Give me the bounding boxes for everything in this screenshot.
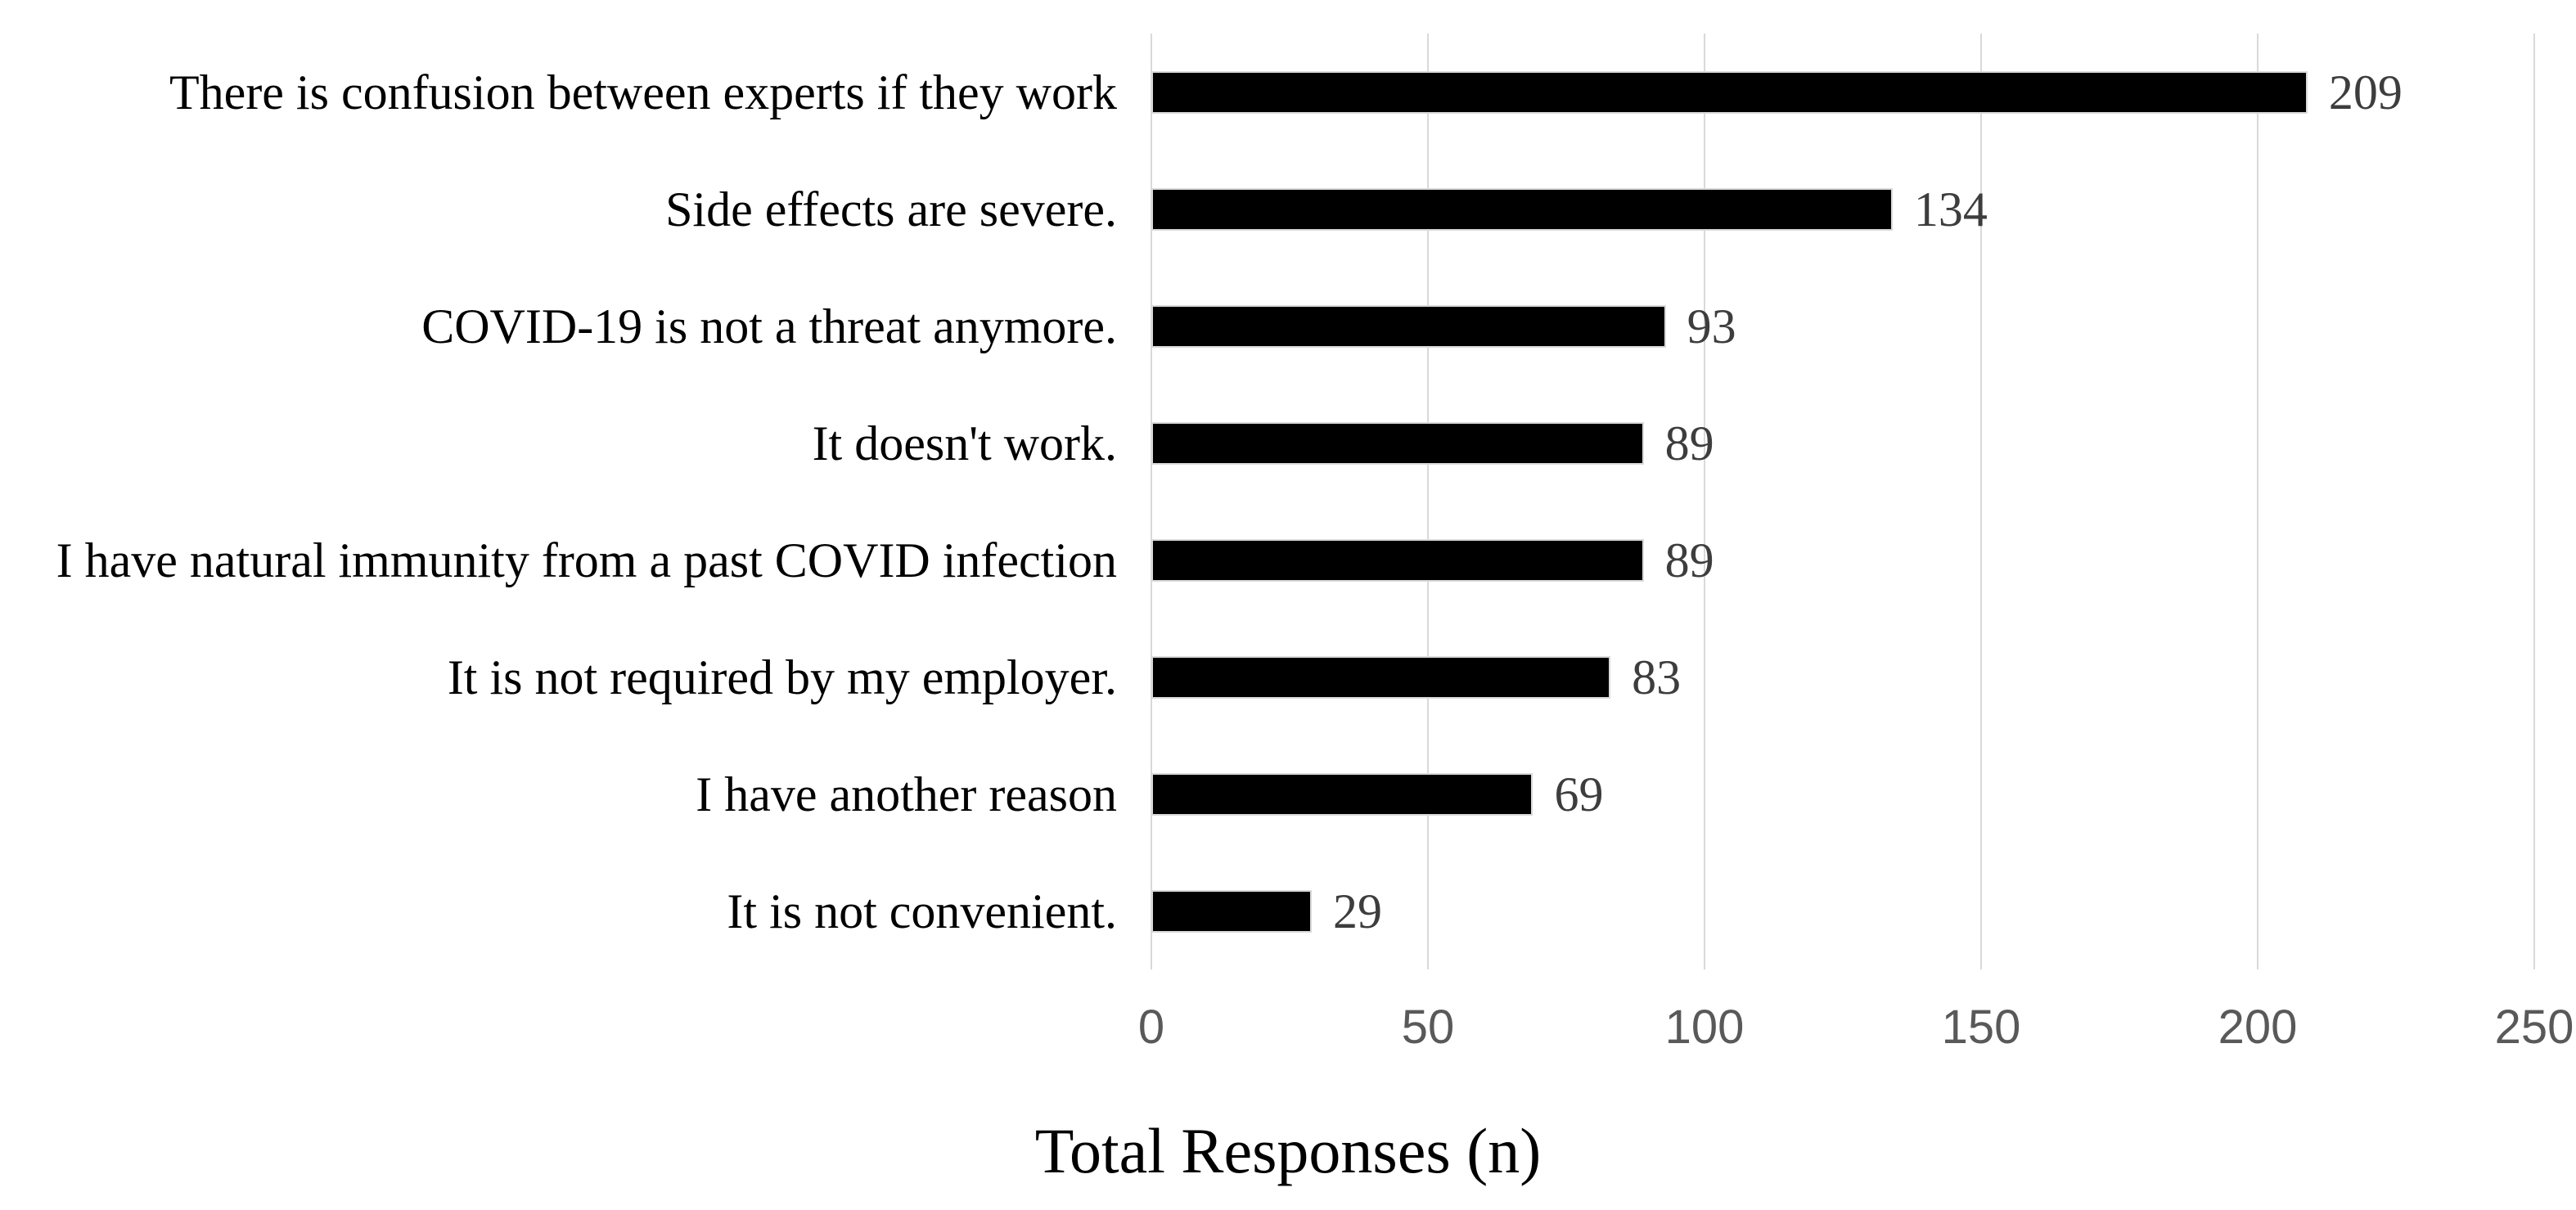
bar <box>1151 889 1313 933</box>
bar <box>1151 421 1644 465</box>
value-label: 29 <box>1333 884 1383 938</box>
bar <box>1151 772 1533 816</box>
plot-area: 209 134 93 89 89 83 69 29 <box>1151 34 2535 969</box>
tick-label: 50 <box>1401 1001 1455 1054</box>
gridline <box>2533 34 2535 969</box>
tick-label: 250 <box>2494 1001 2574 1054</box>
category-label: It is not convenient. <box>727 884 1117 938</box>
gridline <box>1980 34 1982 969</box>
gridline <box>1704 34 1705 969</box>
bar <box>1151 70 2308 114</box>
x-axis-title: Total Responses (n) <box>1034 1115 1542 1186</box>
category-label: There is confusion between experts if th… <box>169 65 1117 119</box>
value-label: 69 <box>1554 767 1604 821</box>
category-label: I have natural immunity from a past COVI… <box>56 533 1117 587</box>
value-label: 83 <box>1632 650 1682 704</box>
tick-label: 0 <box>1137 1001 1165 1054</box>
tick-label: 200 <box>2218 1001 2298 1054</box>
category-label: I have another reason <box>696 767 1117 821</box>
value-label: 89 <box>1664 416 1714 470</box>
tick-label: 150 <box>1941 1001 2021 1054</box>
gridline <box>1427 34 1429 969</box>
value-label: 89 <box>1664 533 1714 587</box>
gridline <box>1151 34 1152 969</box>
category-label: Side effects are severe. <box>665 182 1117 236</box>
category-label: It doesn't work. <box>812 416 1117 470</box>
value-label: 134 <box>1913 182 1988 236</box>
bar <box>1151 304 1666 348</box>
value-label: 93 <box>1687 299 1736 353</box>
category-label: COVID-19 is not a threat anymore. <box>421 299 1117 353</box>
value-label: 209 <box>2328 65 2403 119</box>
tick-label: 100 <box>1664 1001 1745 1054</box>
bar <box>1151 655 1611 699</box>
gridline <box>2257 34 2259 969</box>
bar <box>1151 538 1644 582</box>
bar <box>1151 187 1893 231</box>
category-label: It is not required by my employer. <box>447 650 1117 704</box>
